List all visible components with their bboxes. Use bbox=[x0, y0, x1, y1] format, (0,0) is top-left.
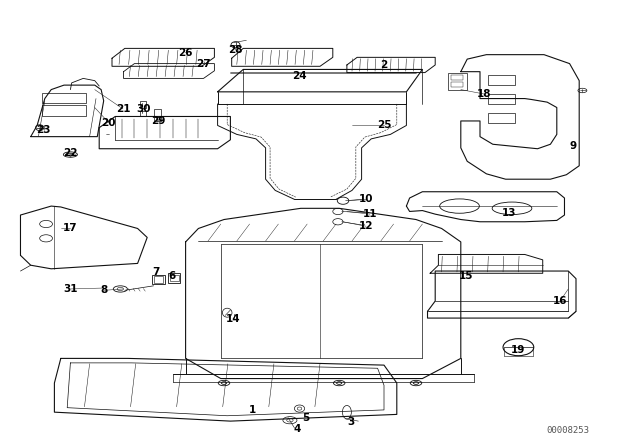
Bar bbox=[42, 105, 86, 116]
Text: 2: 2 bbox=[380, 60, 388, 70]
Bar bbox=[451, 75, 463, 80]
Text: 31: 31 bbox=[63, 284, 77, 294]
Bar bbox=[168, 273, 180, 283]
Text: 23: 23 bbox=[36, 125, 51, 135]
Text: 22: 22 bbox=[63, 148, 77, 158]
Text: 5: 5 bbox=[302, 413, 310, 422]
Text: 19: 19 bbox=[511, 345, 525, 355]
Text: 00008253: 00008253 bbox=[547, 426, 590, 435]
Text: 17: 17 bbox=[63, 224, 77, 233]
Bar bbox=[451, 82, 463, 87]
Text: 8: 8 bbox=[100, 285, 108, 295]
Text: 20: 20 bbox=[102, 118, 116, 128]
Text: 29: 29 bbox=[152, 116, 166, 126]
Bar bbox=[488, 113, 515, 123]
Text: 4: 4 bbox=[294, 424, 301, 434]
Bar bbox=[488, 94, 515, 104]
Text: 6: 6 bbox=[168, 271, 175, 280]
Text: 12: 12 bbox=[359, 221, 373, 231]
Bar bbox=[140, 101, 146, 108]
Bar bbox=[154, 276, 163, 283]
Text: 15: 15 bbox=[459, 271, 473, 280]
Text: 13: 13 bbox=[502, 208, 516, 218]
Bar bbox=[152, 275, 165, 284]
Text: 11: 11 bbox=[363, 209, 377, 219]
Text: 28: 28 bbox=[228, 45, 243, 55]
Text: 25: 25 bbox=[377, 121, 391, 130]
Text: 27: 27 bbox=[196, 59, 211, 69]
Bar bbox=[488, 75, 515, 85]
Text: 21: 21 bbox=[116, 104, 130, 114]
Text: 16: 16 bbox=[553, 296, 567, 306]
Bar bbox=[140, 111, 146, 116]
Bar bbox=[170, 275, 179, 281]
Text: 30: 30 bbox=[137, 104, 151, 114]
Text: 9: 9 bbox=[570, 141, 577, 151]
Text: 14: 14 bbox=[227, 314, 241, 324]
Bar bbox=[154, 117, 161, 121]
Bar bbox=[448, 73, 467, 90]
Text: 1: 1 bbox=[249, 405, 257, 415]
Bar bbox=[42, 93, 86, 103]
Bar bbox=[154, 109, 161, 117]
Text: 7: 7 bbox=[152, 267, 159, 277]
Text: 24: 24 bbox=[292, 71, 307, 81]
Text: 3: 3 bbox=[347, 417, 355, 427]
Text: 26: 26 bbox=[179, 48, 193, 58]
Text: 10: 10 bbox=[359, 194, 373, 204]
Text: 18: 18 bbox=[477, 89, 492, 99]
